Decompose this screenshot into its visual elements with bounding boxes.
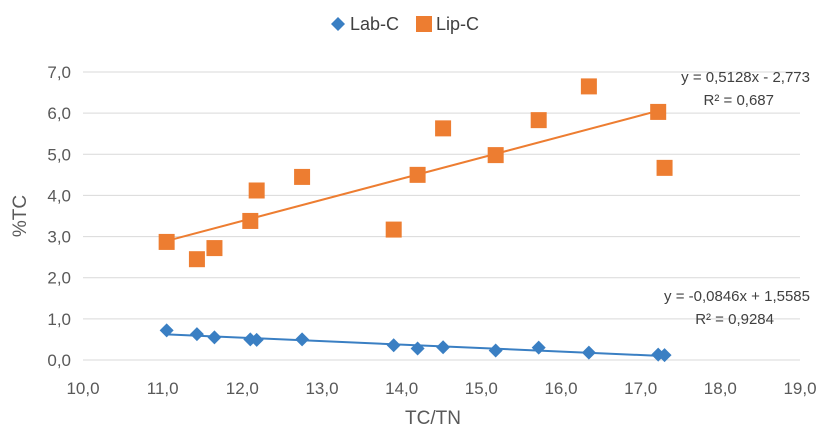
trendline-r2: R² = 0,9284 bbox=[695, 311, 774, 328]
data-point-lab-c bbox=[189, 327, 204, 342]
legend-label: Lab-C bbox=[350, 14, 399, 34]
data-point-lip-c bbox=[409, 166, 426, 183]
trendline-equation: y = -0,0846x + 1,5585 bbox=[664, 288, 810, 305]
legend-marker-lab-c bbox=[331, 17, 345, 31]
data-point-lip-c bbox=[385, 221, 402, 238]
x-tick-label: 15,0 bbox=[465, 379, 498, 398]
x-tick-label: 11,0 bbox=[147, 379, 179, 398]
y-tick-label: 4,0 bbox=[47, 186, 71, 205]
data-point-lab-c bbox=[531, 340, 546, 355]
legend-label: Lip-C bbox=[436, 14, 479, 34]
data-point-lip-c bbox=[206, 240, 223, 257]
data-point-lab-c bbox=[488, 343, 503, 358]
data-point-lab-c bbox=[410, 341, 425, 356]
data-points bbox=[158, 78, 673, 363]
data-point-lip-c bbox=[188, 251, 205, 268]
data-point-lab-c bbox=[159, 323, 174, 338]
x-axis-title: TC/TN bbox=[405, 408, 461, 429]
data-point-lip-c bbox=[435, 120, 452, 137]
x-tick-labels: 10,0 11,0 12,0 13,0 14,0 15,0 16,0 17,0 18,0 19,0 bbox=[66, 379, 816, 398]
y-tick-label: 2,0 bbox=[47, 269, 71, 288]
data-point-lip-c bbox=[530, 112, 547, 129]
data-point-lip-c bbox=[580, 78, 597, 95]
trendline-equations: y = -0,0846x + 1,5585 R² = 0,9284 y = 0,51… bbox=[664, 69, 810, 328]
x-tick-label: 10,0 bbox=[66, 379, 99, 398]
data-point-lip-c bbox=[242, 212, 259, 229]
data-point-lab-c bbox=[249, 332, 264, 347]
legend: Lab-C Lip-C bbox=[331, 14, 479, 34]
gridlines bbox=[83, 71, 800, 361]
data-point-lip-c bbox=[294, 168, 311, 185]
data-point-lab-c bbox=[581, 345, 596, 360]
data-point-lab-c bbox=[207, 330, 222, 345]
y-axis-title: %TC bbox=[10, 195, 31, 237]
data-point-lip-c bbox=[248, 182, 265, 199]
data-point-lip-c bbox=[656, 159, 673, 176]
x-tick-label: 17,0 bbox=[624, 379, 657, 398]
y-tick-label: 0,0 bbox=[47, 351, 71, 370]
y-tick-label: 7,0 bbox=[47, 63, 71, 82]
x-tick-label: 14,0 bbox=[385, 379, 418, 398]
trendline-r2: R² = 0,687 bbox=[704, 92, 774, 109]
x-tick-label: 18,0 bbox=[704, 379, 737, 398]
y-tick-label: 6,0 bbox=[47, 104, 71, 123]
y-tick-label: 3,0 bbox=[47, 228, 71, 247]
x-tick-label: 12,0 bbox=[226, 379, 259, 398]
data-point-lip-c bbox=[158, 233, 175, 250]
data-point-lab-c bbox=[657, 348, 672, 363]
x-tick-label: 13,0 bbox=[305, 379, 338, 398]
data-point-lip-c bbox=[487, 147, 504, 164]
x-tick-label: 16,0 bbox=[544, 379, 577, 398]
data-point-lip-c bbox=[650, 103, 667, 120]
legend-marker-lip-c bbox=[416, 16, 432, 32]
y-tick-label: 5,0 bbox=[47, 145, 71, 164]
trendline-equation: y = 0,5128x - 2,773 bbox=[681, 69, 810, 86]
data-point-lab-c bbox=[295, 332, 310, 347]
data-point-lab-c bbox=[436, 340, 451, 355]
y-tick-labels: 0,0 1,0 2,0 3,0 4,0 5,0 6,0 7,0 bbox=[47, 63, 71, 370]
x-tick-label: 19,0 bbox=[783, 379, 816, 398]
y-tick-label: 1,0 bbox=[47, 310, 71, 329]
data-point-lab-c bbox=[386, 338, 401, 353]
